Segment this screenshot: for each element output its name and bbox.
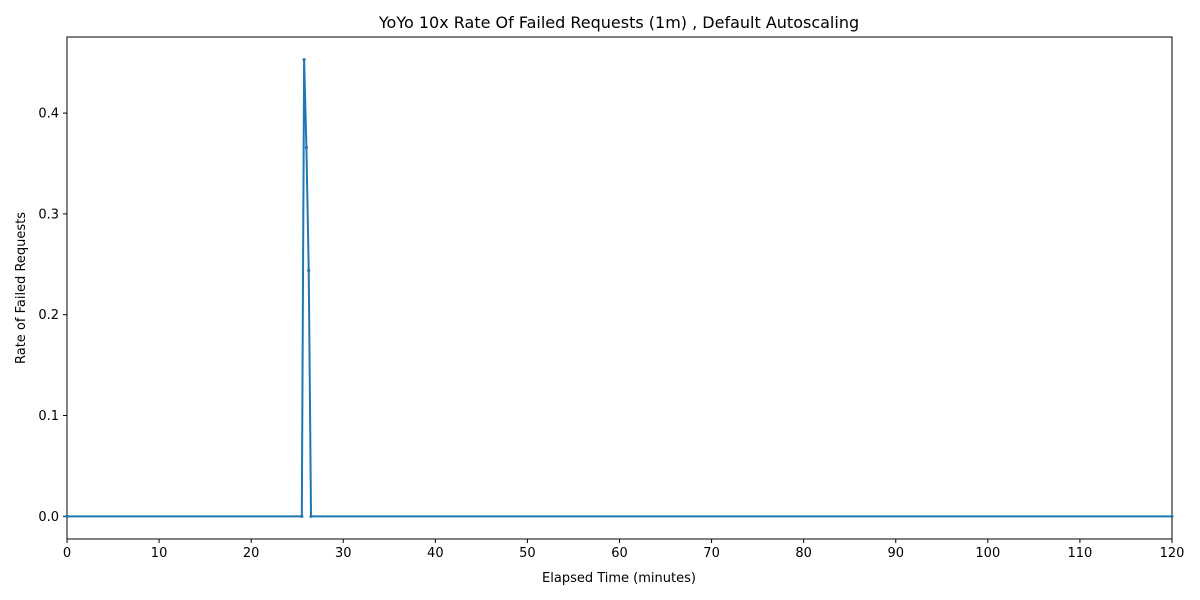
x-tick-label: 30	[335, 546, 352, 561]
data-point	[302, 58, 306, 62]
plot-area	[66, 36, 1173, 540]
y-tick-label: 0.1	[38, 409, 59, 424]
x-tick-label: 50	[519, 546, 536, 561]
x-tick-label: 70	[703, 546, 720, 561]
x-axis: 0 10 20 30 40 50 60 70 80 90 100 110 120	[63, 539, 1185, 561]
plot-frame	[66, 36, 1173, 540]
data-point	[300, 514, 304, 518]
y-tick-label: 0.4	[38, 107, 59, 122]
series-layer	[65, 58, 1174, 518]
x-tick-label: 110	[1068, 546, 1093, 561]
x-tick-label: 120	[1160, 546, 1185, 561]
y-axis: 0.0 0.1 0.2 0.3 0.4	[38, 107, 67, 525]
data-point	[1170, 514, 1174, 518]
x-axis-title: Elapsed Time (minutes)	[542, 571, 696, 586]
x-tick-label: 100	[975, 546, 1000, 561]
data-point	[65, 514, 69, 518]
data-point	[307, 268, 311, 272]
y-tick-label: 0.0	[38, 510, 59, 525]
chart-title: YoYo 10x Rate Of Failed Requests (1m) , …	[378, 13, 859, 32]
x-tick-label: 60	[611, 546, 628, 561]
x-tick-label: 10	[151, 546, 168, 561]
y-tick-label: 0.2	[38, 308, 59, 323]
x-tick-label: 90	[887, 546, 904, 561]
y-axis-title: Rate of Failed Requests	[14, 212, 29, 364]
x-tick-label: 40	[427, 546, 444, 561]
x-tick-label: 80	[795, 546, 812, 561]
y-tick-label: 0.3	[38, 207, 59, 222]
data-point	[304, 145, 309, 149]
x-tick-label: 20	[243, 546, 260, 561]
x-tick-label: 0	[63, 546, 71, 561]
data-point	[309, 514, 313, 518]
